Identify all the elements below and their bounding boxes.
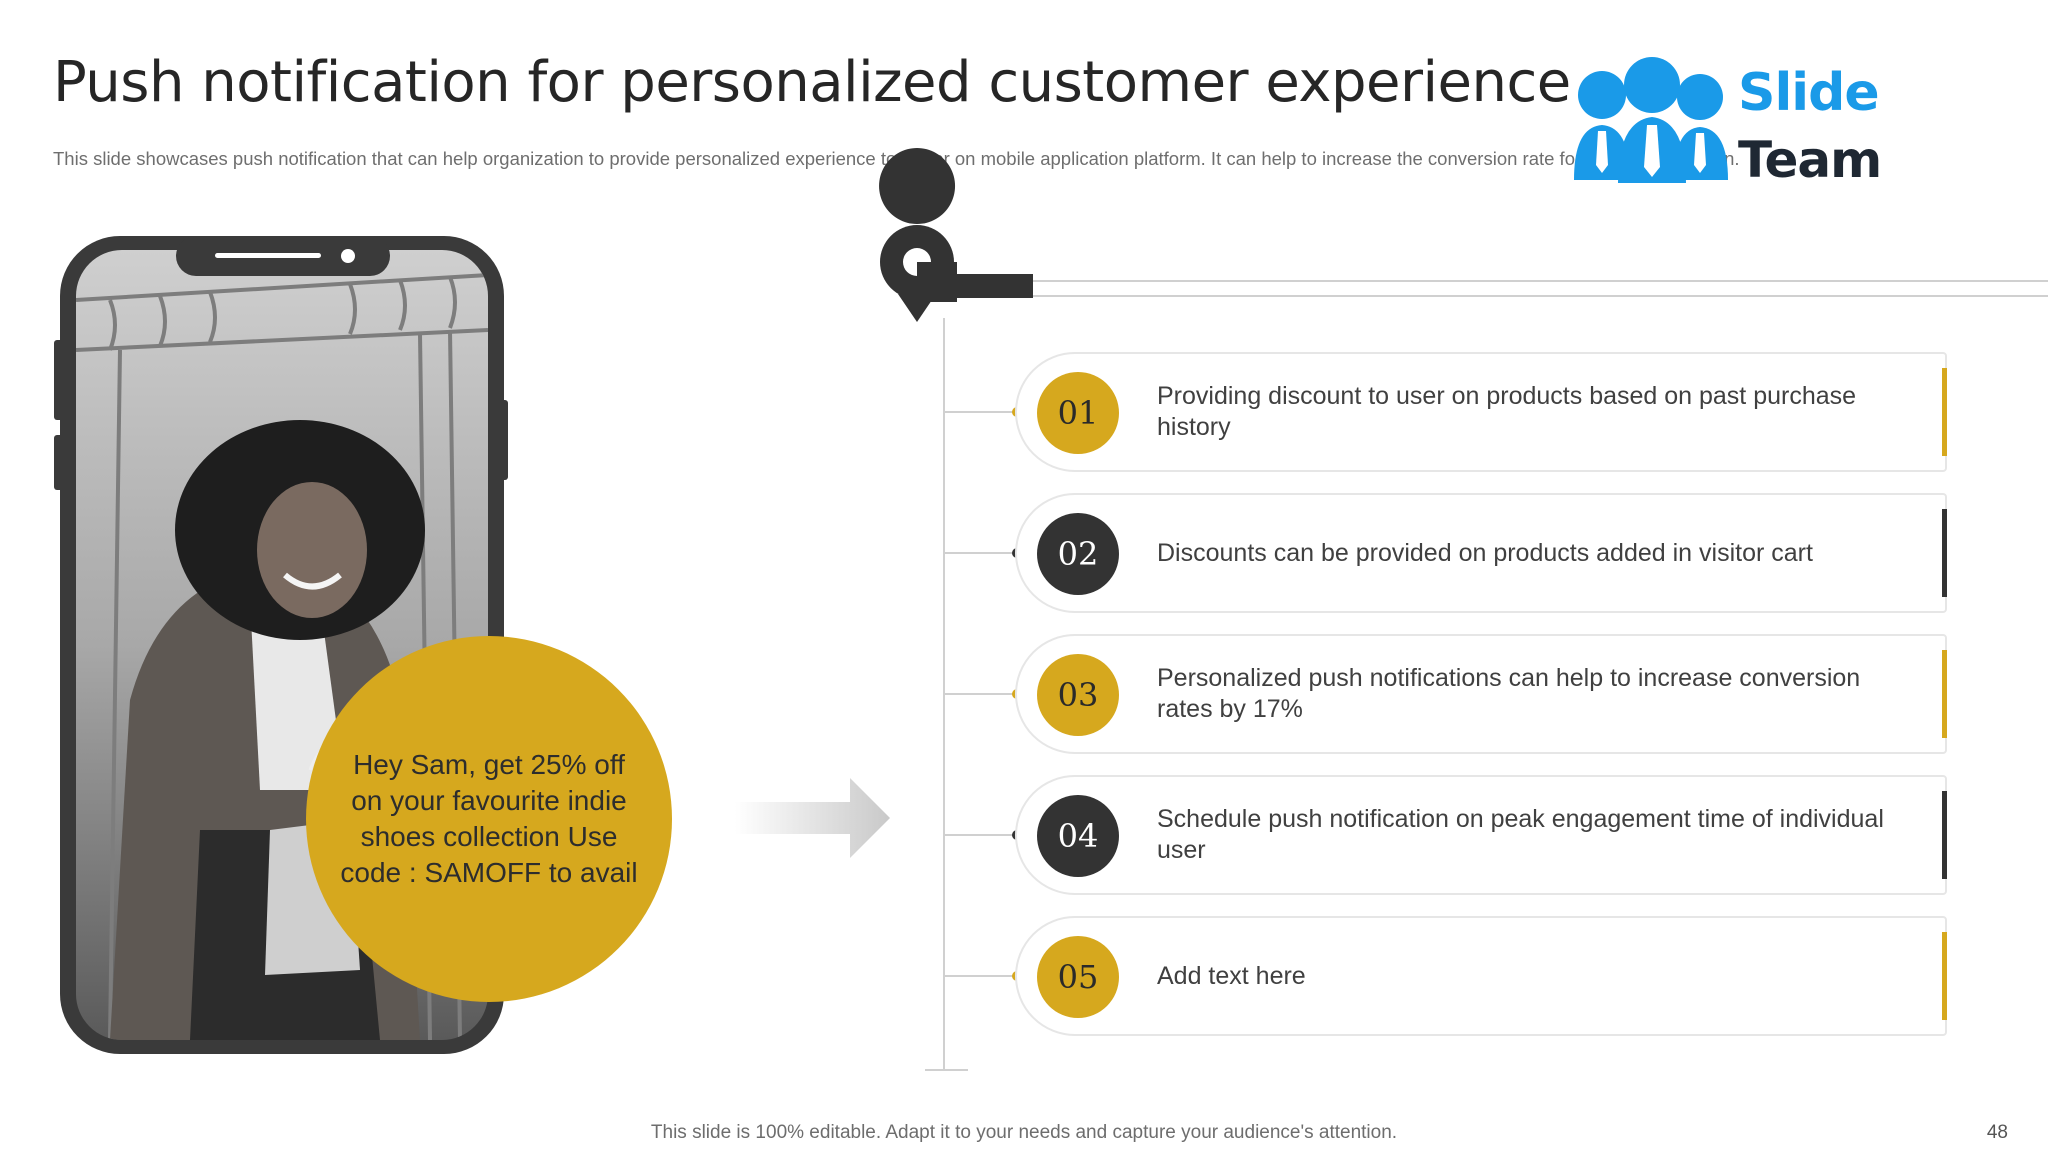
item-number-badge: 03 — [1037, 654, 1119, 736]
list-item: 03 Personalized push notifications can h… — [1015, 634, 1947, 754]
list-item: 01 Providing discount to user on product… — [1015, 352, 1947, 472]
slideteam-logo: Slide Team — [1570, 55, 1882, 190]
item-text: Add text here — [1157, 961, 1306, 990]
item-number-badge: 01 — [1037, 372, 1119, 454]
item-accent-bar — [1942, 791, 1947, 879]
list-item: 05 Add text here — [1015, 916, 1947, 1036]
map-pin-icon — [879, 148, 957, 322]
notification-message: Hey Sam, get 25% off on your favourite i… — [340, 749, 638, 888]
item-number-badge: 05 — [1037, 936, 1119, 1018]
item-text: Discounts can be provided on products ad… — [1157, 538, 1813, 567]
item-accent-bar — [1942, 650, 1947, 738]
team-people-icon — [1574, 57, 1728, 183]
right-arrow-icon — [735, 778, 890, 858]
item-accent-bar — [1942, 368, 1947, 456]
notification-bubble: Hey Sam, get 25% off on your favourite i… — [306, 636, 672, 1002]
page-number: 48 — [1986, 1122, 2008, 1143]
item-text: Providing discount to user on products b… — [1157, 382, 1857, 441]
logo-text-slide: Slide — [1738, 63, 1880, 123]
logo-text-team: Team — [1738, 131, 1882, 189]
item-accent-bar — [1942, 509, 1947, 597]
list-item: 02 Discounts can be provided on products… — [1015, 493, 1947, 613]
item-number-badge: 02 — [1037, 513, 1119, 595]
footer-note: This slide is 100% editable. Adapt it to… — [650, 1122, 1398, 1143]
item-number-badge: 04 — [1037, 795, 1119, 877]
list-item: 04 Schedule push notification on peak en… — [1015, 775, 1947, 895]
item-text: Schedule push notification on peak engag… — [1157, 805, 1884, 864]
item-text: Personalized push notifications can help… — [1157, 664, 1861, 723]
page-title: Push notification for personalized custo… — [53, 50, 1571, 115]
item-accent-bar — [1942, 932, 1947, 1020]
